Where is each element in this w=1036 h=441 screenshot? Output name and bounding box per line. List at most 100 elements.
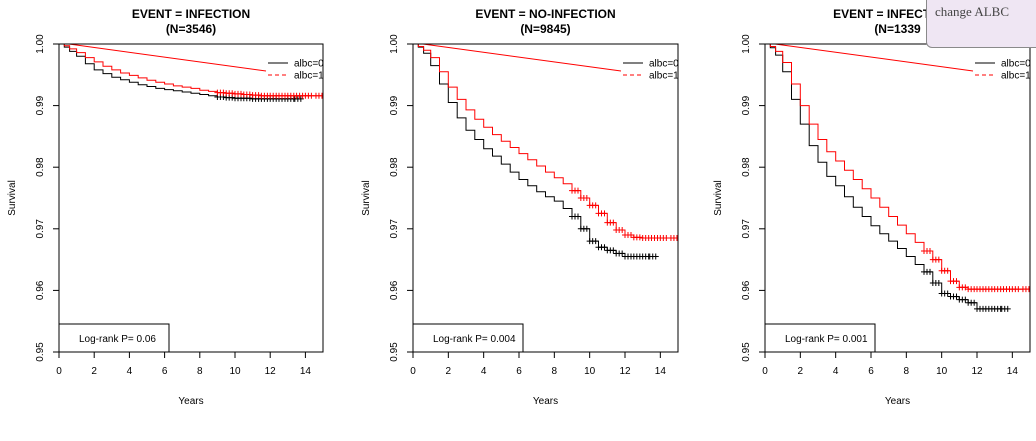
x-axis-label: Years xyxy=(178,396,203,407)
censor-mark xyxy=(962,297,968,303)
censor-mark xyxy=(945,268,951,274)
x-tick-label: 4 xyxy=(127,366,133,377)
x-tick-label: 10 xyxy=(584,366,596,377)
y-axis-label: Survival xyxy=(713,180,724,216)
censor-mark xyxy=(637,234,643,240)
censor-mark xyxy=(674,235,680,241)
y-tick-label: 1.00 xyxy=(741,34,752,54)
legend-connector-line xyxy=(775,44,973,71)
survival-panel-2: EVENT = NO-INFECTION(N=9845)0 2 4 6 8 10 12 14Y… xyxy=(361,7,680,407)
x-tick-label: 6 xyxy=(868,366,874,377)
censor-mark xyxy=(602,210,608,216)
censor-mark xyxy=(936,257,942,263)
censor-mark xyxy=(610,220,616,226)
censor-mark xyxy=(238,91,244,97)
censor-mark xyxy=(1026,286,1032,292)
censor-mark xyxy=(584,195,590,201)
survival-curve-albc=1 xyxy=(413,44,671,238)
legend-label-albc=1: albc=1 xyxy=(294,71,324,82)
y-tick-label: 0.98 xyxy=(741,157,752,177)
x-tick-label: 8 xyxy=(197,366,203,377)
chart-title: EVENT = INFECTION xyxy=(132,7,250,21)
y-tick-label: 0.99 xyxy=(35,95,46,115)
chart-subtitle: (N=1339 xyxy=(874,22,921,36)
censor-mark xyxy=(936,280,942,286)
logrank-annotation: Log-rank P= 0.06 xyxy=(79,334,156,345)
x-tick-label: 2 xyxy=(798,366,804,377)
survival-curve-albc=1 xyxy=(765,44,1023,289)
y-axis-label: Survival xyxy=(361,180,372,216)
x-tick-label: 4 xyxy=(833,366,839,377)
chart-subtitle: (N=3546) xyxy=(166,22,216,36)
y-tick-label: 0.98 xyxy=(389,157,400,177)
censor-mark xyxy=(229,90,235,96)
y-tick-label: 0.97 xyxy=(741,219,752,239)
x-tick-label: 8 xyxy=(552,366,558,377)
y-tick-label: 0.99 xyxy=(389,95,400,115)
censor-mark xyxy=(584,226,590,232)
censor-mark xyxy=(602,244,608,250)
x-tick-label: 10 xyxy=(936,366,948,377)
censor-mark xyxy=(619,250,625,256)
logrank-annotation: Log-rank P= 0.001 xyxy=(785,334,868,345)
censor-mark xyxy=(220,90,226,96)
plot-frame xyxy=(413,44,678,352)
censor-mark xyxy=(575,188,581,194)
x-tick-label: 0 xyxy=(762,366,768,377)
censor-mark xyxy=(927,248,933,254)
x-tick-label: 14 xyxy=(655,366,667,377)
censor-mark xyxy=(619,227,625,233)
legend-label-albc=0: albc=0 xyxy=(294,59,324,70)
censor-mark xyxy=(1005,306,1011,312)
x-tick-label: 12 xyxy=(619,366,631,377)
y-tick-label: 0.96 xyxy=(389,280,400,300)
y-tick-label: 1.00 xyxy=(35,34,46,54)
x-tick-label: 6 xyxy=(516,366,522,377)
y-tick-label: 0.95 xyxy=(35,342,46,362)
y-tick-label: 1.00 xyxy=(389,34,400,54)
x-axis-label: Years xyxy=(885,396,910,407)
x-tick-label: 14 xyxy=(1007,366,1019,377)
tooltip-text: change ALBC xyxy=(935,4,1009,20)
x-tick-label: 2 xyxy=(446,366,452,377)
legend-label-albc=1: albc=1 xyxy=(1001,71,1031,82)
censor-mark xyxy=(575,213,581,219)
x-tick-label: 4 xyxy=(481,366,487,377)
x-tick-label: 8 xyxy=(904,366,910,377)
x-tick-label: 12 xyxy=(265,366,277,377)
plot-frame xyxy=(765,44,1030,352)
y-tick-label: 0.98 xyxy=(35,157,46,177)
censor-mark xyxy=(593,202,599,208)
x-tick-label: 12 xyxy=(971,366,983,377)
censor-mark xyxy=(954,294,960,300)
x-axis-label: Years xyxy=(533,396,558,407)
survival-panel-1: EVENT = INFECTION(N=3546) 0 2 4 6 8 10 12 14 Year… xyxy=(7,7,325,407)
censor-mark xyxy=(610,247,616,253)
y-tick-label: 0.95 xyxy=(741,342,752,362)
censor-mark xyxy=(247,92,253,98)
y-tick-label: 0.96 xyxy=(741,280,752,300)
censor-mark xyxy=(256,92,262,98)
censor-mark xyxy=(954,278,960,284)
legend-label-albc=0: albc=0 xyxy=(649,59,679,70)
y-axis-label: Survival xyxy=(7,180,18,216)
x-tick-label: 14 xyxy=(300,366,312,377)
y-tick-label: 0.96 xyxy=(35,280,46,300)
legend-connector-line xyxy=(69,44,266,71)
x-tick-label: 2 xyxy=(91,366,97,377)
tooltip-popup: change ALBC xyxy=(926,0,1036,48)
censor-mark xyxy=(927,269,933,275)
x-tick-label: 6 xyxy=(162,366,168,377)
censor-mark xyxy=(945,290,951,296)
censor-mark xyxy=(971,300,977,306)
censor-mark xyxy=(653,254,659,260)
x-tick-label: 10 xyxy=(229,366,241,377)
legend-connector-line xyxy=(423,44,621,71)
chart-title: EVENT = NO-INFECTION xyxy=(475,7,615,21)
y-tick-label: 0.97 xyxy=(389,219,400,239)
logrank-annotation: Log-rank P= 0.004 xyxy=(433,334,516,345)
censor-mark xyxy=(593,238,599,244)
